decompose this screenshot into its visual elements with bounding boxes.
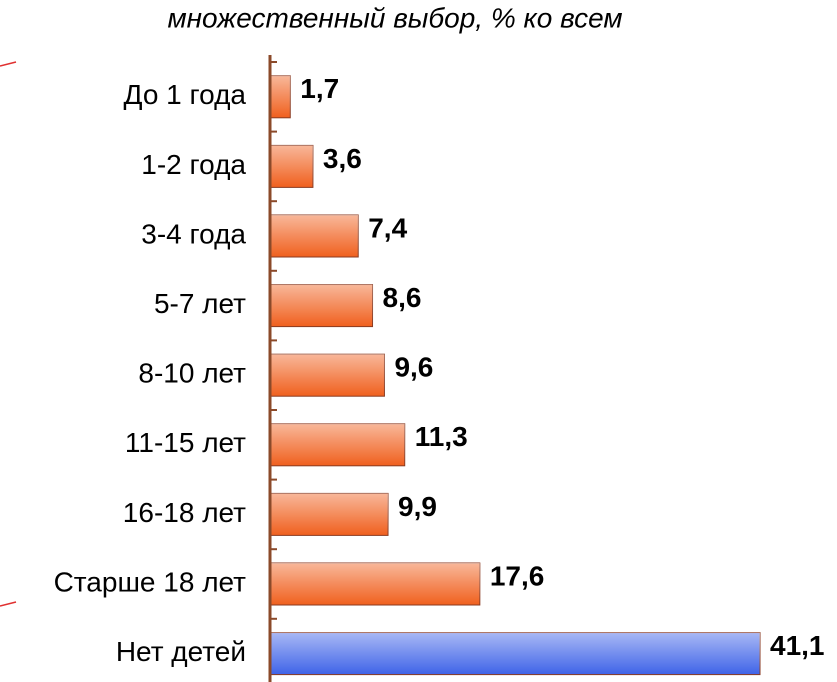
value-label: 8,6 bbox=[383, 282, 422, 313]
bar-shine bbox=[270, 493, 389, 536]
value-label: 7,4 bbox=[368, 212, 407, 243]
bar-shine bbox=[270, 145, 313, 188]
bar-shine bbox=[270, 563, 480, 605]
y-tick-label: 1-2 года bbox=[141, 149, 246, 180]
bar-shine bbox=[270, 423, 405, 466]
value-label: 9,6 bbox=[394, 352, 433, 383]
y-tick-label: 3-4 года bbox=[141, 218, 246, 249]
bar-shine bbox=[270, 75, 291, 118]
y-tick-label: Старше 18 лет bbox=[54, 566, 247, 597]
y-tick-label: 5-7 лет bbox=[154, 288, 246, 319]
chart-subtitle: множественный выбор, % ко всем bbox=[167, 2, 622, 33]
value-label: 1,7 bbox=[300, 73, 339, 104]
plot: До 1 года 1,7 1-2 года 3,6 3-4 года 7,4 5-7 ле… bbox=[54, 61, 825, 676]
bar-shine bbox=[270, 632, 760, 675]
y-tick-label: До 1 года bbox=[124, 79, 247, 110]
value-label: 9,9 bbox=[398, 491, 437, 522]
bar-shine bbox=[270, 354, 385, 397]
decoration bbox=[0, 61, 17, 67]
value-label: 41,1 bbox=[770, 630, 825, 661]
bar-shine bbox=[270, 284, 373, 327]
decoration bbox=[0, 601, 17, 607]
bar-shine bbox=[270, 215, 359, 257]
value-label: 17,6 bbox=[490, 560, 545, 591]
y-tick-label: 8-10 лет bbox=[138, 358, 246, 389]
value-label: 3,6 bbox=[323, 143, 362, 174]
value-label: 11,3 bbox=[415, 421, 468, 452]
y-tick-label: Нет детей bbox=[116, 636, 246, 667]
y-tick-label: 11-15 лет bbox=[125, 427, 246, 458]
y-tick-label: 16-18 лет bbox=[123, 497, 246, 528]
